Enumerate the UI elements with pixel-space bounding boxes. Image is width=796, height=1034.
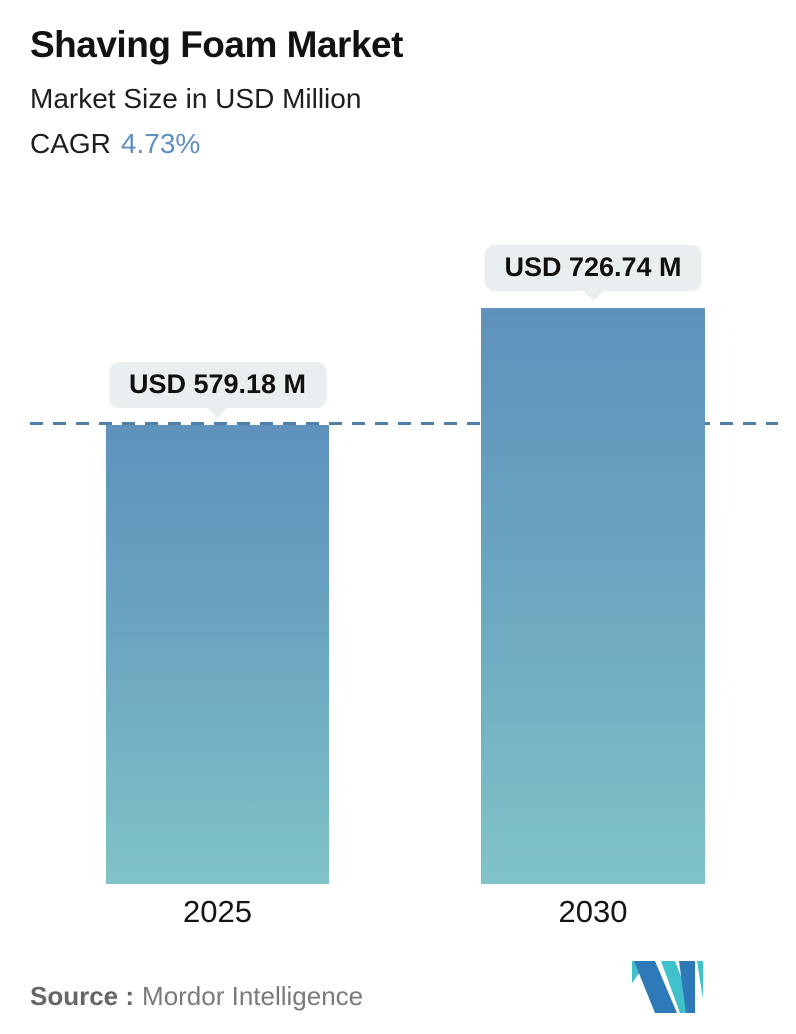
dashed-reference-line [30,422,778,425]
source-value: Mordor Intelligence [142,981,364,1011]
x-axis-label-2030: 2030 [558,894,628,929]
mordor-intelligence-logo [632,961,703,1013]
cagr-row: CAGR 4.73% [30,128,403,160]
chart-header: Shaving Foam Market Market Size in USD M… [30,24,403,160]
value-callout-2030: USD 726.74 M [484,245,702,291]
cagr-label: CAGR [30,128,111,159]
value-callout-2025: USD 579.18 M [108,362,327,408]
x-axis-label-2025: 2025 [183,894,252,929]
source-line: Source : Mordor Intelligence [30,981,363,1012]
bar-chart: USD 579.18 M 2025 USD 726.74 M 2030 [0,0,796,884]
value-label-2025: USD 579.18 M [128,369,307,399]
bar-2025[interactable] [106,425,329,884]
cagr-value: 4.73% [120,128,201,159]
chart-subtitle: Market Size in USD Million [30,83,362,114]
bar-2030[interactable] [481,308,705,884]
value-label-2030: USD 726.74 M [504,252,682,282]
page-title: Shaving Foam Market [30,24,403,65]
source-label: Source : [30,981,135,1011]
